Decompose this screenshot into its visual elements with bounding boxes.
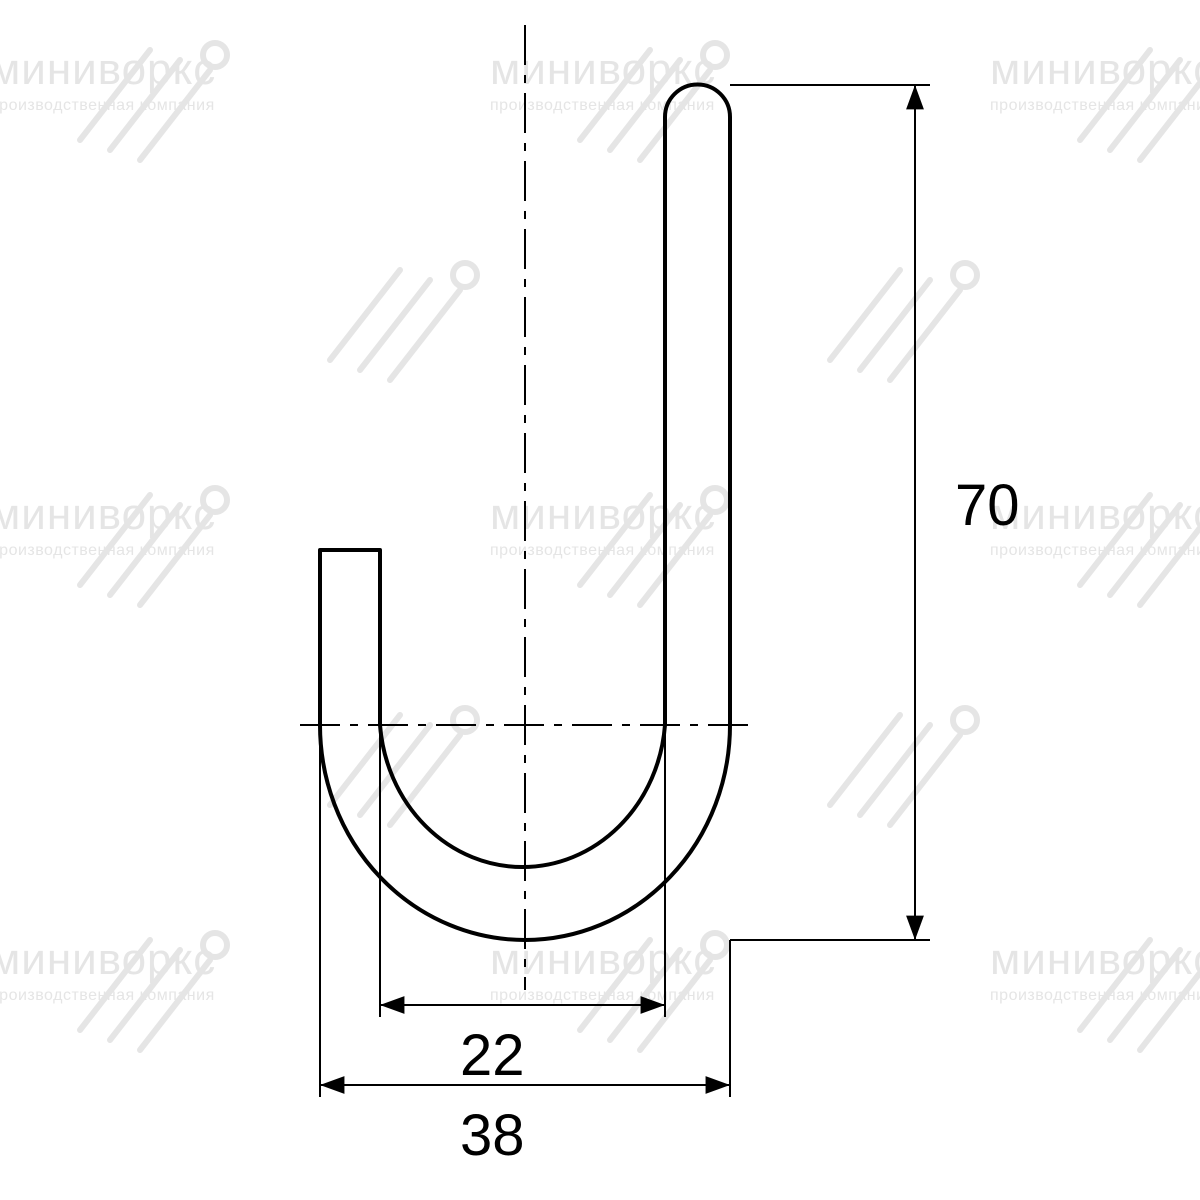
dim-value-inner-width: 22 [460, 1023, 525, 1088]
technical-drawing: 70 22 38 [0, 0, 1200, 1200]
dim-value-height: 70 [955, 473, 1020, 538]
dim-value-outer-width: 38 [460, 1103, 525, 1168]
drawing-canvas: миниворкспроизводственная компанияминиво… [0, 0, 1200, 1200]
